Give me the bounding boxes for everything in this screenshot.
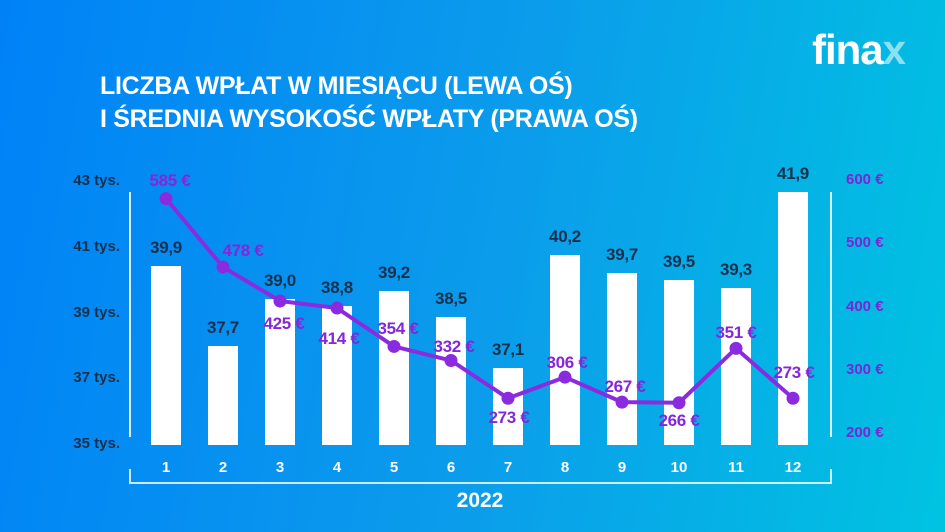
finax-logo-main: fina — [811, 26, 884, 73]
line-value-label: 585 € — [149, 170, 191, 190]
bar — [778, 192, 808, 445]
left-axis-tick: 41 tys. — [73, 237, 120, 255]
year-label: 2022 — [456, 489, 504, 512]
bar-value-label: 41,9 — [777, 164, 809, 184]
month-label: 9 — [617, 459, 627, 476]
bar — [550, 254, 580, 445]
chart-title-line1: LICZBA WPŁAT W MIESIĄCU (LEWA OŚ) — [100, 72, 573, 100]
month-label: 11 — [728, 459, 744, 476]
month-label: 1 — [161, 459, 171, 476]
finax-logo: finax — [811, 26, 906, 74]
bar — [208, 346, 238, 445]
line-value-label: 332 € — [433, 336, 475, 356]
left-axis-tick: 43 tys. — [73, 172, 120, 189]
bar-value-label: 38,8 — [321, 277, 353, 297]
line-value-label: 478 € — [222, 241, 264, 261]
line-point — [216, 260, 230, 274]
month-label: 2 — [218, 459, 228, 476]
bar — [151, 265, 181, 445]
finax-logo-x: x — [882, 26, 906, 73]
bar-value-label: 39,9 — [150, 237, 182, 257]
month-label: 5 — [389, 459, 399, 476]
line-value-label: 351 € — [715, 323, 757, 343]
month-label: 4 — [332, 459, 342, 476]
bar — [379, 291, 409, 445]
bar — [607, 272, 637, 445]
month-label: 8 — [560, 459, 570, 476]
bar — [721, 287, 751, 445]
line-value-label: 306 € — [546, 353, 588, 373]
line-value-label: 414 € — [318, 329, 360, 349]
chart-title: LICZBA WPŁAT W MIESIĄCU (LEWA OŚ) I ŚRED… — [100, 70, 638, 136]
right-axis-tick: 500 € — [846, 234, 884, 252]
bar-value-label: 37,7 — [207, 318, 239, 338]
bar-value-label: 39,5 — [663, 252, 695, 272]
right-axis-tick: 600 € — [846, 171, 884, 188]
right-axis-line — [830, 192, 832, 437]
line-value-label: 266 € — [658, 410, 700, 430]
right-axis-tick: 200 € — [846, 424, 884, 441]
line-value-label: 425 € — [263, 314, 305, 333]
bar — [493, 368, 523, 445]
month-label: 10 — [670, 459, 688, 476]
bar-value-label: 38,5 — [435, 288, 467, 308]
chart-title-line2: I ŚREDNIA WYSOKOŚĆ WPŁATY (PRAWA OŚ) — [100, 105, 638, 133]
right-axis-tick: 400 € — [846, 297, 884, 315]
x-axis-bracket — [129, 469, 832, 484]
line-value-label: 273 € — [488, 408, 530, 428]
line-value-label: 267 € — [604, 377, 646, 397]
month-label: 12 — [784, 459, 802, 476]
month-label: 7 — [503, 459, 513, 476]
line-value-label: 354 € — [377, 319, 419, 339]
month-label: 6 — [446, 459, 456, 476]
bar-value-label: 39,3 — [720, 259, 752, 279]
bar-value-label: 39,0 — [264, 270, 296, 290]
left-axis-tick: 39 tys. — [73, 303, 120, 321]
bar-value-label: 39,2 — [378, 263, 410, 283]
line-point — [159, 192, 173, 206]
month-label: 3 — [275, 459, 285, 476]
line-value-label: 273 € — [773, 363, 815, 383]
right-axis-tick: 300 € — [846, 360, 884, 378]
left-axis-line — [129, 192, 131, 437]
bar-value-label: 40,2 — [549, 226, 581, 246]
left-axis-tick: 35 tys. — [73, 435, 120, 452]
left-axis-tick: 37 tys. — [73, 369, 120, 387]
bar-value-label: 39,7 — [606, 244, 638, 264]
bar — [322, 305, 352, 445]
